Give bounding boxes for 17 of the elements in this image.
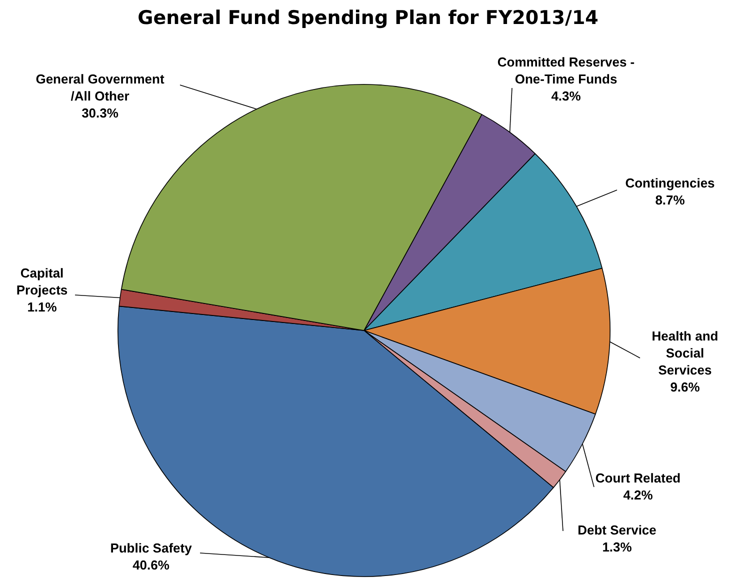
data-label: 4.3% <box>551 88 582 104</box>
data-label: 8.7% <box>655 192 686 208</box>
data-label: 9.6% <box>670 380 700 395</box>
slice-label: Debt Service <box>578 522 656 538</box>
slice-label: Capital Projects <box>16 266 68 298</box>
slice-label: Health and Social Services <box>652 328 718 378</box>
data-label: 4.2% <box>623 488 654 503</box>
slice-label: Public Safety <box>110 540 193 556</box>
data-label: 40.6% <box>132 558 170 573</box>
data-label: 30.3% <box>82 106 119 121</box>
data-label: 1.3% <box>602 540 632 555</box>
slice-label: General Government /All Other <box>36 72 165 104</box>
slice-label: Contingencies <box>625 176 715 191</box>
slice-label: Court Related <box>595 470 681 486</box>
chart-title: General Fund Spending Plan for FY2013/14 <box>138 6 598 29</box>
slice-label: Committed Reserves - One-Time Funds <box>497 54 635 87</box>
data-label: 1.1% <box>27 300 58 315</box>
